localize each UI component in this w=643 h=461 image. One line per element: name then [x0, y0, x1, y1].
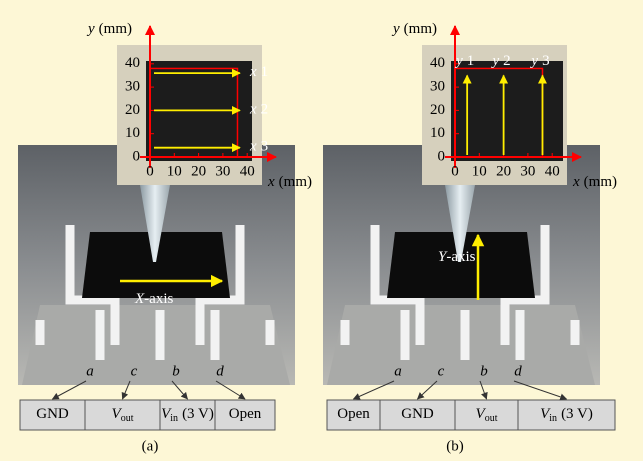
pad-label: a: [394, 363, 402, 379]
unit: (mm): [584, 174, 617, 190]
index: 1: [467, 53, 475, 69]
text: GND: [36, 406, 69, 422]
y-tick-label: 30: [430, 79, 445, 95]
variable: y: [86, 21, 95, 37]
y-tick-label: 0: [438, 148, 446, 164]
terminal-label: Vin(3 V): [161, 406, 214, 424]
x-tick-label: 40: [240, 163, 255, 179]
terminal-label: GND: [36, 406, 69, 422]
variable: x: [267, 174, 275, 190]
x-tick-label: 40: [545, 163, 560, 179]
y-axis-label: y(mm): [391, 21, 437, 37]
text: Open: [229, 406, 262, 422]
y-tick-label: 10: [430, 125, 445, 141]
caption: (a): [142, 438, 159, 454]
x-tick-label: 0: [451, 163, 459, 179]
index: 2: [503, 53, 511, 69]
y-tick-label: 10: [125, 125, 140, 141]
x-axis-label: x(mm): [572, 174, 617, 190]
figure: X-axis010203040010203040y(mm)x(mm)x1x2x3…: [0, 0, 643, 461]
index: 2: [261, 102, 269, 118]
pad-label: c: [131, 363, 138, 379]
axis-label: Y-axis: [438, 249, 476, 265]
variable: x: [572, 174, 580, 190]
x-tick-label: 20: [496, 163, 511, 179]
variable: y: [529, 53, 538, 69]
pad-label: b: [172, 363, 180, 379]
unit: (mm): [279, 174, 312, 190]
terminal-label: GND: [401, 406, 434, 422]
index: 3: [542, 53, 550, 69]
x-axis-label: x(mm): [267, 174, 312, 190]
y-tick-label: 30: [125, 79, 140, 95]
text: -axis: [446, 249, 475, 265]
text: -axis: [144, 291, 173, 307]
x-tick-label: 30: [520, 163, 535, 179]
y-tick-label: 20: [125, 102, 140, 118]
index: 1: [261, 65, 269, 81]
terminal-label: Open: [229, 406, 262, 422]
x-tick-label: 10: [167, 163, 182, 179]
text: Open: [337, 406, 370, 422]
variable: y: [454, 53, 463, 69]
pad-label: d: [216, 363, 224, 379]
y-tick-label: 40: [125, 55, 140, 71]
y-tick-label: 40: [430, 55, 445, 71]
terminal-label: Vin(3 V): [540, 406, 593, 424]
y-axis-label: y(mm): [86, 21, 132, 37]
pad-label: a: [86, 363, 94, 379]
terminal-label: Open: [337, 406, 370, 422]
variable: x: [249, 102, 257, 118]
y-tick-label: 0: [133, 148, 141, 164]
suffix: (3 V): [561, 406, 593, 422]
subscript: in: [170, 413, 178, 424]
variable: y: [491, 53, 500, 69]
x-tick-label: 10: [472, 163, 487, 179]
y-tick-label: 20: [430, 102, 445, 118]
subscript: out: [121, 413, 134, 424]
index: 3: [261, 139, 269, 155]
suffix: (3 V): [182, 406, 214, 422]
unit: (mm): [99, 21, 132, 37]
caption: (b): [446, 438, 464, 454]
unit: (mm): [404, 21, 437, 37]
pad-label: b: [480, 363, 488, 379]
pad-label: d: [514, 363, 522, 379]
pad-label: c: [438, 363, 445, 379]
text: GND: [401, 406, 434, 422]
subscript: in: [549, 413, 557, 424]
variable: x: [249, 139, 257, 155]
variable: y: [391, 21, 400, 37]
variable: x: [249, 65, 257, 81]
x-tick-label: 20: [191, 163, 206, 179]
x-tick-label: 0: [146, 163, 154, 179]
axis-label: X-axis: [134, 291, 173, 307]
x-tick-label: 30: [215, 163, 230, 179]
subscript: out: [485, 413, 498, 424]
